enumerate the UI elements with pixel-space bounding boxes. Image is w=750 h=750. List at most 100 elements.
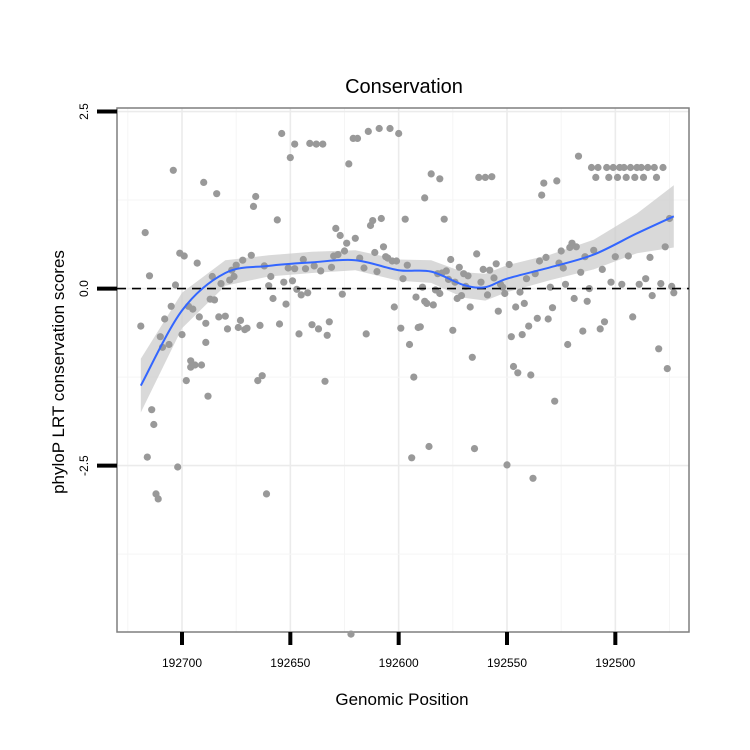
data-point: [529, 474, 537, 482]
data-point: [488, 173, 496, 181]
data-point: [397, 324, 405, 332]
data-point: [145, 272, 154, 280]
data-point: [535, 257, 544, 265]
data-point: [466, 303, 474, 311]
data-point: [249, 202, 258, 210]
data-point: [455, 263, 463, 271]
chart-title: Conservation: [345, 76, 463, 98]
data-point: [304, 289, 312, 297]
data-point: [481, 173, 489, 181]
x-tick-label: 192550: [487, 656, 527, 670]
data-point: [605, 173, 613, 181]
data-point: [657, 280, 665, 288]
data-point: [609, 163, 617, 172]
data-point: [202, 338, 210, 346]
data-point: [286, 154, 294, 162]
data-point: [195, 313, 203, 321]
data-point: [293, 285, 301, 293]
data-point: [642, 275, 650, 283]
data-point: [600, 318, 609, 326]
data-point: [258, 372, 266, 380]
data-point: [169, 166, 177, 174]
data-point: [410, 373, 418, 381]
data-point: [492, 260, 500, 268]
data-point: [553, 177, 561, 185]
data-point: [288, 277, 297, 285]
data-point: [208, 272, 216, 281]
data-point: [464, 272, 472, 280]
data-point: [579, 327, 587, 335]
data-point: [295, 330, 303, 338]
data-point: [551, 397, 559, 405]
data-point: [301, 265, 310, 273]
data-point: [423, 299, 431, 307]
data-point: [182, 377, 190, 385]
data-point: [520, 299, 528, 307]
data-point: [596, 325, 604, 333]
data-point: [141, 229, 149, 237]
data-point: [321, 377, 329, 385]
data-point: [557, 247, 565, 255]
data-point: [334, 251, 342, 259]
x-tick-label: 192600: [379, 656, 419, 670]
data-point: [655, 345, 663, 353]
data-point: [325, 318, 333, 326]
data-point: [652, 173, 661, 181]
data-point: [622, 173, 630, 181]
smooth-trend-line: [139, 215, 675, 387]
data-point: [150, 420, 158, 429]
data-point: [377, 214, 385, 223]
data-point: [306, 139, 314, 147]
data-point: [189, 305, 197, 313]
data-point: [525, 322, 533, 330]
data-point: [299, 255, 307, 264]
data-point: [180, 252, 188, 260]
data-point: [167, 302, 175, 310]
data-point: [639, 173, 648, 181]
data-point: [221, 312, 229, 320]
data-point: [317, 267, 325, 275]
data-point: [267, 272, 275, 281]
data-point: [631, 173, 639, 181]
data-point: [310, 262, 318, 270]
data-point: [265, 282, 273, 290]
data-point: [572, 243, 580, 251]
data-point: [507, 333, 515, 341]
data-point: [436, 175, 444, 183]
data-point: [161, 315, 169, 323]
data-point: [473, 250, 481, 258]
data-point: [603, 163, 611, 172]
x-tick-label: 192650: [270, 656, 310, 670]
data-point: [405, 340, 414, 349]
data-point: [308, 321, 316, 329]
data-point: [223, 325, 232, 333]
data-point: [284, 264, 292, 272]
data-point: [351, 234, 359, 242]
data-point: [165, 340, 173, 349]
data-point: [156, 333, 164, 341]
y-tick-label: -2.5: [77, 455, 91, 476]
data-point: [646, 253, 654, 261]
data-point: [624, 252, 632, 260]
smooth-line-layer: [139, 215, 675, 387]
data-point: [154, 495, 162, 503]
x-tick-label: 192700: [162, 656, 202, 670]
data-point: [312, 140, 320, 148]
data-point: [278, 129, 286, 138]
data-point: [661, 243, 669, 251]
data-point: [399, 275, 407, 283]
data-point: [499, 283, 507, 291]
data-point: [475, 173, 483, 181]
data-point: [215, 313, 223, 321]
data-point: [319, 140, 327, 148]
data-points-layer: [137, 124, 678, 638]
data-point: [483, 291, 492, 299]
data-point: [369, 217, 377, 225]
data-point: [468, 353, 476, 361]
data-point: [613, 173, 622, 181]
data-point: [670, 289, 678, 297]
data-point: [501, 289, 509, 298]
data-point: [479, 265, 487, 273]
data-point: [379, 243, 388, 251]
y-axis: 2.5 0.0 -2.5: [77, 103, 117, 476]
